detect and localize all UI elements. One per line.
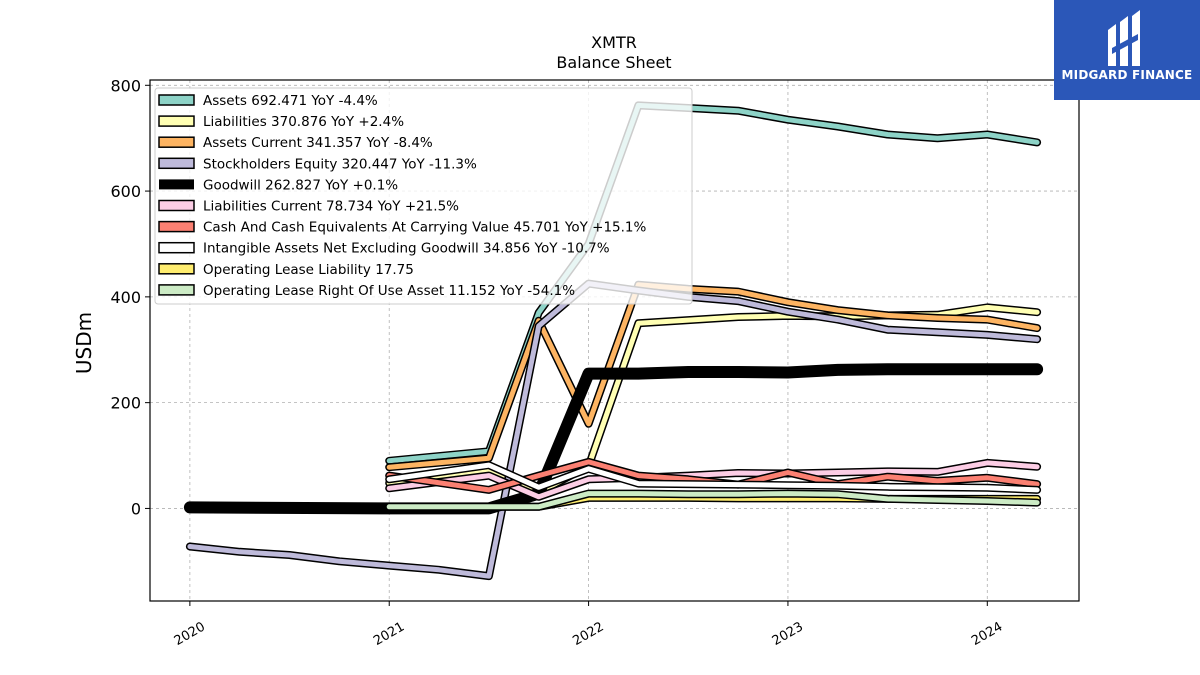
x-tick-label: 2023 — [770, 619, 806, 649]
legend-label: Assets Current 341.357 YoY -8.4% — [203, 135, 433, 151]
legend-swatch — [158, 157, 195, 170]
plot-frame — [149, 79, 1080, 602]
y-tick-label: 800 — [110, 76, 141, 95]
series-stockholders-equity — [185, 279, 1042, 581]
legend-swatch — [158, 115, 195, 127]
legend-swatch — [158, 94, 195, 106]
y-axis-label: USDm — [72, 312, 96, 374]
y-tick-label: 400 — [110, 288, 141, 307]
series-liabilities-current — [385, 458, 1042, 501]
series-operating-lease-right-of-use-asset — [385, 489, 1042, 511]
legend-swatch — [158, 220, 195, 233]
legend-label: Assets 692.471 YoY -4.4% — [203, 93, 378, 109]
midgard-logo-icon — [1108, 10, 1140, 66]
legend-label: Operating Lease Right Of Use Asset 11.15… — [203, 283, 575, 299]
series-intangible-assets-net-excluding-goodwill — [385, 461, 1042, 494]
legend-label: Liabilities Current 78.734 YoY +21.5% — [203, 199, 459, 215]
x-tick-label: 2022 — [570, 619, 606, 649]
chart-subtitle: Balance Sheet — [556, 53, 671, 72]
x-tick-label: 2020 — [172, 619, 208, 649]
legend-label: Liabilities 370.876 YoY +2.4% — [203, 114, 404, 130]
y-tick-label: 600 — [110, 182, 141, 201]
legend-label: Operating Lease Liability 17.75 — [203, 262, 414, 278]
legend-swatch — [159, 179, 194, 190]
series-outline — [185, 279, 1042, 581]
series-assets-current — [385, 280, 1042, 472]
series-assets — [385, 101, 1042, 465]
series-lines — [183, 101, 1044, 581]
series-line — [386, 491, 1040, 510]
series-line — [386, 102, 1040, 464]
y-tick-label: 200 — [110, 394, 141, 413]
legend-swatch — [158, 284, 195, 296]
legend-box — [154, 87, 693, 305]
brand-name: MIDGARD FINANCE — [1061, 68, 1193, 82]
x-tick-label: 2021 — [371, 619, 407, 649]
legend-label: Cash And Cash Equivalents At Carrying Va… — [203, 220, 647, 236]
series-line — [386, 460, 1040, 500]
series-line — [386, 282, 1040, 470]
legend-swatch — [158, 199, 195, 212]
x-tick-label: 2024 — [969, 619, 1005, 649]
y-tick-label: 0 — [131, 499, 141, 518]
brand-badge: MIDGARD FINANCE — [1054, 0, 1200, 100]
chart-title: XMTR — [591, 33, 637, 52]
legend-label: Stockholders Equity 320.447 YoY -11.3% — [203, 156, 477, 172]
legend: Assets 692.471 YoY -4.4% Liabilities 370.… — [154, 87, 693, 305]
legend-swatch — [158, 136, 195, 148]
legend-label: Intangible Assets Net Excluding Goodwill… — [203, 241, 610, 257]
legend-label: Goodwill 262.827 YoY +0.1% — [203, 177, 398, 193]
legend-swatch — [158, 263, 195, 275]
series-line — [386, 462, 1040, 493]
legend-swatch — [158, 241, 195, 254]
